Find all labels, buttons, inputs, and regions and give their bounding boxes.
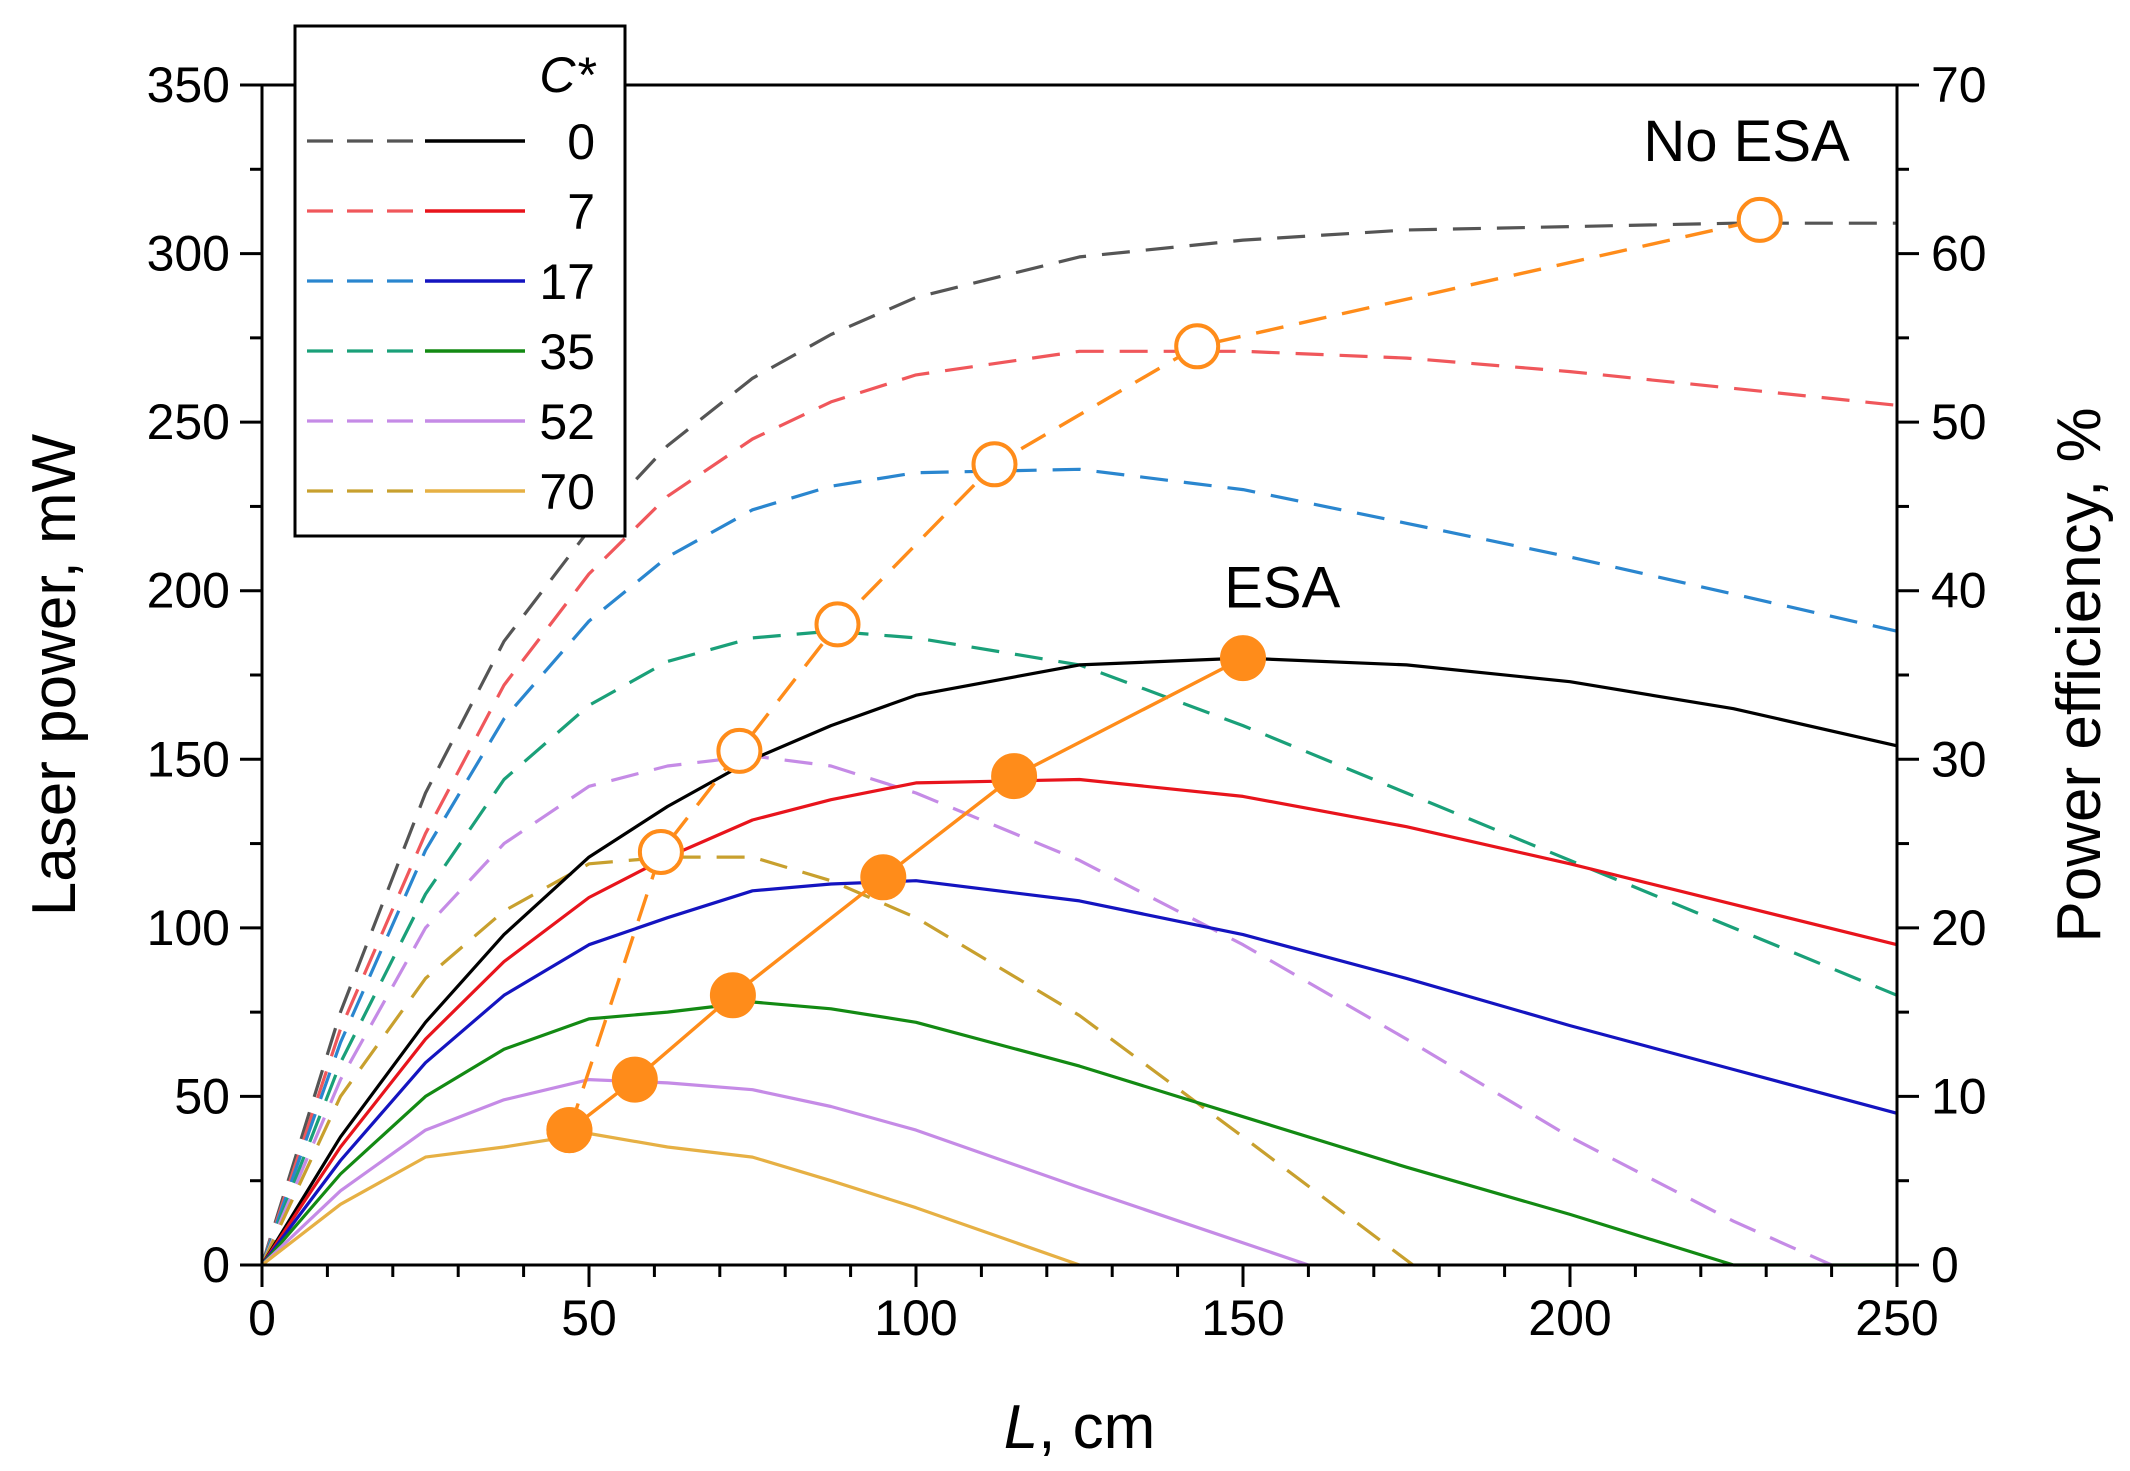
efficiency-point-esa: [860, 854, 907, 901]
efficiency-point-no-esa: [716, 727, 763, 774]
y-left-tick-label: 0: [202, 1237, 230, 1293]
y-left-axis-title: Laser power, mW: [20, 433, 89, 916]
x-tick-label: 200: [1528, 1290, 1611, 1346]
y-right-tick-label: 10: [1931, 1068, 1987, 1124]
y-left-tick-label: 250: [147, 394, 230, 450]
y-left-tick-label: 300: [147, 226, 230, 282]
y-right-tick-label: 40: [1931, 563, 1987, 619]
legend-label: 17: [539, 254, 595, 310]
y-right-tick-label: 0: [1931, 1237, 1959, 1293]
y-left-tick-label: 50: [174, 1068, 230, 1124]
efficiency-point-esa: [1220, 635, 1266, 682]
x-tick-label: 100: [874, 1290, 957, 1346]
y-left-tick-label: 150: [147, 731, 230, 787]
series-line-no-esa-c17: [260, 467, 1898, 1266]
efficiency-line-esa: [568, 656, 1244, 1132]
legend-label: 70: [539, 464, 595, 520]
series-line-esa-c7: [260, 777, 1898, 1266]
series-line-no-esa-c0: [260, 221, 1897, 1266]
y-left-tick-label: 100: [147, 900, 230, 956]
y-right-tick-label: 30: [1931, 731, 1987, 787]
efficiency-point-esa: [709, 972, 756, 1019]
y-left-tick-label: 350: [147, 57, 230, 113]
efficiency-point-esa: [991, 753, 1038, 800]
efficiency-point-no-esa: [637, 829, 684, 875]
y-right-tick-label: 50: [1931, 394, 1987, 450]
efficiency-point-esa: [611, 1056, 658, 1103]
efficiency-point-no-esa: [971, 441, 1018, 488]
efficiency-point-no-esa: [1736, 196, 1783, 243]
axis-titles: L, cm Laser power, mW Power efficiency, %: [20, 407, 2114, 1462]
x-tick-label: 50: [561, 1290, 617, 1346]
series-line-esa-c17: [260, 879, 1898, 1266]
legend-label: 35: [539, 324, 595, 380]
power-curves: [260, 221, 1898, 1267]
legend-label: 7: [567, 184, 595, 240]
y-right-tick-label: 20: [1931, 900, 1987, 956]
series-line-no-esa-c52: [260, 754, 1833, 1267]
series-line-no-esa-c35: [260, 629, 1898, 1266]
annotation-label: ESA: [1224, 556, 1340, 621]
annotations: No ESA ESA: [1224, 109, 1850, 621]
x-tick-label: 150: [1201, 1290, 1284, 1346]
efficiency-point-no-esa: [1174, 323, 1221, 370]
series-line-no-esa-c7: [260, 349, 1898, 1266]
x-tick-label: 0: [248, 1290, 276, 1346]
efficiency-point-no-esa: [814, 601, 861, 648]
legend-label: 52: [539, 394, 595, 450]
x-tick-label: 250: [1855, 1290, 1938, 1346]
legend-title: C*: [539, 47, 596, 103]
series-line-esa-c52: [260, 1077, 1309, 1267]
series-line-esa-c0: [260, 656, 1898, 1266]
legend: C* 0 7 17 35 52 70: [293, 24, 627, 538]
efficiency-curves: [546, 196, 1783, 1154]
y-right-axis-title: Power efficiency, %: [2045, 407, 2114, 942]
axis-ticks: 0 50 100 150 200 2500501001502002503003500102…: [147, 57, 1987, 1346]
y-right-tick-label: 60: [1931, 226, 1987, 282]
series-line-esa-c35: [260, 1000, 1897, 1267]
y-right-tick-label: 70: [1931, 57, 1987, 113]
series-line-esa-c70: [261, 1131, 1081, 1267]
x-axis-title: L, cm: [1004, 1393, 1156, 1462]
efficiency-point-esa: [546, 1107, 593, 1154]
legend-label: 0: [567, 114, 595, 170]
annotation-label: No ESA: [1643, 109, 1850, 174]
series-line-no-esa-c70: [260, 855, 1414, 1267]
y-left-tick-label: 200: [147, 563, 230, 619]
